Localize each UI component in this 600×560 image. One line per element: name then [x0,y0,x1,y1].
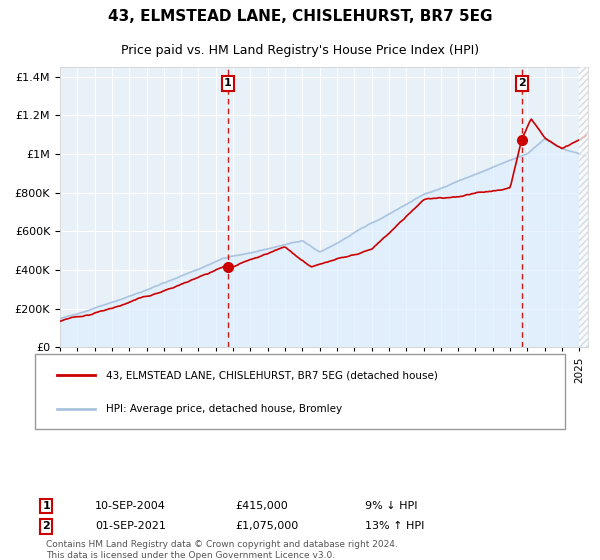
Text: 2: 2 [43,521,50,531]
Text: 43, ELMSTEAD LANE, CHISLEHURST, BR7 5EG: 43, ELMSTEAD LANE, CHISLEHURST, BR7 5EG [108,10,492,24]
Text: Contains HM Land Registry data © Crown copyright and database right 2024.
This d: Contains HM Land Registry data © Crown c… [46,540,398,559]
FancyBboxPatch shape [35,354,565,429]
Polygon shape [580,67,588,347]
Text: Price paid vs. HM Land Registry's House Price Index (HPI): Price paid vs. HM Land Registry's House … [121,44,479,57]
Text: 43, ELMSTEAD LANE, CHISLEHURST, BR7 5EG (detached house): 43, ELMSTEAD LANE, CHISLEHURST, BR7 5EG … [106,371,437,380]
Text: 13% ↑ HPI: 13% ↑ HPI [365,521,424,531]
Text: £1,075,000: £1,075,000 [235,521,298,531]
Text: 10-SEP-2004: 10-SEP-2004 [95,501,166,511]
Text: 9% ↓ HPI: 9% ↓ HPI [365,501,418,511]
Text: 1: 1 [43,501,50,511]
Text: 1: 1 [224,78,232,88]
Text: HPI: Average price, detached house, Bromley: HPI: Average price, detached house, Brom… [106,404,342,414]
Text: £415,000: £415,000 [235,501,288,511]
Text: 01-SEP-2021: 01-SEP-2021 [95,521,166,531]
Text: 2: 2 [518,78,526,88]
